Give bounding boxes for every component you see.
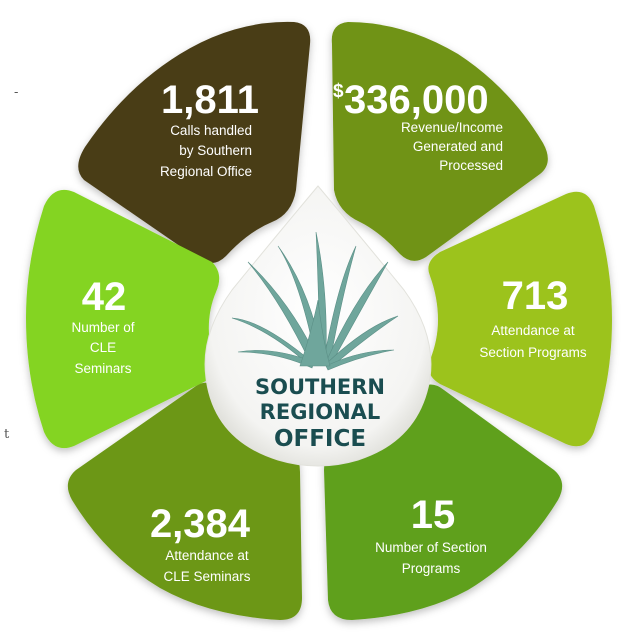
stat-cle-seminars-value: 42 bbox=[82, 275, 127, 319]
center-title-line-2: REGIONAL bbox=[260, 400, 381, 424]
stat-cle-attendance-value: 2,384 bbox=[150, 502, 251, 546]
agave-plant-icon bbox=[231, 231, 399, 371]
stat-calls-desc-1: Calls handled bbox=[170, 123, 252, 138]
stat-section-programs-value: 15 bbox=[411, 493, 456, 537]
edge-text-fragment: t bbox=[4, 427, 10, 442]
segment-revenue bbox=[331, 22, 548, 261]
stat-section-attendance-desc-2: Section Programs bbox=[479, 345, 587, 360]
segment-cle-seminars bbox=[26, 189, 220, 449]
stat-cle-seminars-desc-2: CLE bbox=[90, 340, 116, 355]
stat-revenue-currency: $ bbox=[333, 81, 344, 102]
edge-text-fragment: - bbox=[14, 85, 18, 100]
center-title-line-3: OFFICE bbox=[274, 426, 366, 452]
stat-calls-value: 1,811 bbox=[161, 78, 259, 122]
segment-calls bbox=[78, 21, 311, 264]
stat-cle-seminars-desc-3: Seminars bbox=[74, 361, 131, 376]
stat-revenue-desc-1: Revenue/Income bbox=[401, 120, 503, 135]
stat-section-programs-desc-2: Programs bbox=[402, 561, 461, 576]
stat-section-attendance-desc-1: Attendance at bbox=[491, 323, 575, 338]
stat-calls-desc-2: by Southern bbox=[179, 143, 252, 158]
stat-section-programs-desc-1: Number of Section bbox=[375, 540, 487, 555]
stat-section-attendance-value: 713 bbox=[502, 274, 569, 318]
stat-revenue-desc-2: Generated and bbox=[413, 139, 503, 154]
stat-cle-attendance-desc-2: CLE Seminars bbox=[163, 569, 250, 584]
stat-cle-attendance-desc-1: Attendance at bbox=[165, 548, 249, 563]
segment-section-attendance bbox=[428, 191, 612, 447]
stat-revenue-value: 336,000 bbox=[344, 78, 489, 122]
stat-calls-desc-3: Regional Office bbox=[160, 164, 252, 179]
center-title-line-1: SOUTHERN bbox=[255, 375, 385, 399]
stat-cle-seminars-desc-1: Number of bbox=[71, 320, 134, 335]
stat-revenue-desc-3: Processed bbox=[439, 158, 503, 173]
